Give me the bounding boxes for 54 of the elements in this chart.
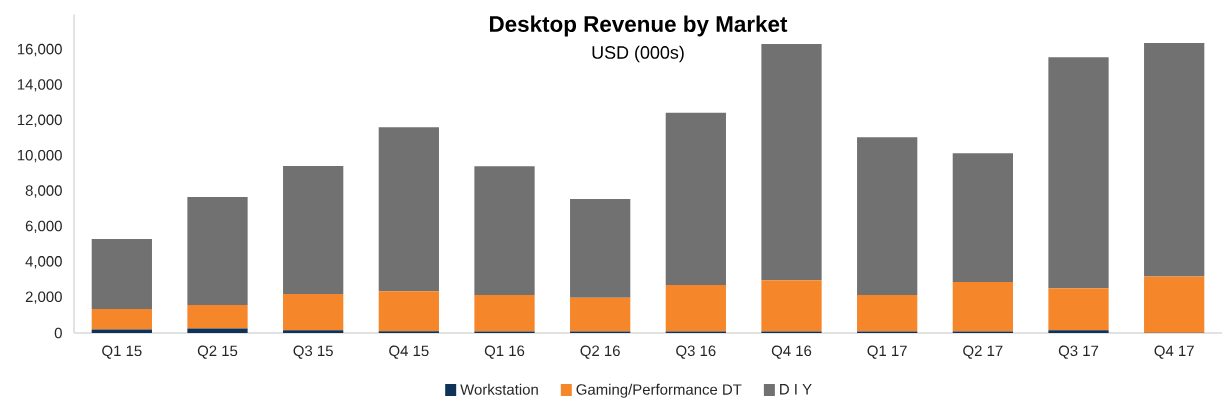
bar — [187, 305, 248, 329]
bar — [1144, 42, 1205, 277]
y-tick-label: 14,000 — [17, 79, 62, 92]
bar — [1048, 288, 1109, 331]
bar — [91, 238, 152, 310]
y-tick-label: 4,000 — [25, 256, 62, 269]
y-tick-label: 2,000 — [25, 291, 62, 304]
bar — [91, 309, 152, 330]
text: USD (000s) — [592, 45, 684, 63]
x-tick-label: Q2 17 — [963, 345, 1003, 359]
y-tick-label: 0 — [54, 327, 62, 339]
bar — [570, 198, 631, 298]
bar — [474, 294, 535, 332]
bar — [857, 294, 918, 332]
bar — [283, 330, 344, 333]
y-tick-label: 12,000 — [17, 114, 62, 127]
bar — [1048, 57, 1109, 289]
x-tick-label: Q3 16 — [676, 345, 716, 359]
x-tick-label: Q1 16 — [484, 345, 525, 359]
bar — [665, 285, 726, 332]
legend-label: Workstation — [460, 383, 538, 395]
bar — [952, 153, 1013, 283]
x-tick-label: Q2 16 — [580, 345, 620, 359]
bar — [570, 297, 631, 332]
bar — [1048, 330, 1109, 333]
x-tick-label: Q4 17 — [1154, 345, 1194, 359]
y-tick-label: 10,000 — [17, 149, 62, 163]
y-tick-label: 6,000 — [25, 220, 62, 234]
x-tick-label: Q1 15 — [102, 345, 142, 359]
legend-label: Gaming/Performance DT — [576, 383, 742, 398]
x-tick-label: Q1 17 — [867, 345, 907, 359]
chart-title: Desktop Revenue by Market — [490, 15, 788, 37]
legend-label: D I Y — [780, 384, 812, 395]
x-tick-label: Q4 16 — [771, 345, 812, 359]
y-tick-label: 16,000 — [17, 43, 62, 57]
x-tick-label: Q3 15 — [293, 345, 333, 359]
bar — [378, 291, 439, 332]
x-tick-label: Q2 15 — [197, 345, 238, 359]
bar — [857, 137, 918, 295]
bar — [283, 166, 344, 295]
y-tick-label: 8,000 — [25, 185, 62, 198]
bar — [761, 280, 822, 332]
bar — [665, 112, 726, 286]
bar — [91, 329, 152, 333]
x-tick-label: Q4 15 — [389, 345, 429, 359]
bar — [474, 166, 535, 295]
bar — [187, 328, 248, 333]
bar — [378, 127, 439, 292]
x-tick-label: Q3 17 — [1058, 345, 1099, 359]
bar — [283, 294, 344, 331]
bar — [761, 43, 822, 281]
bar — [952, 282, 1013, 332]
bar — [187, 196, 248, 306]
bar — [1144, 276, 1205, 333]
